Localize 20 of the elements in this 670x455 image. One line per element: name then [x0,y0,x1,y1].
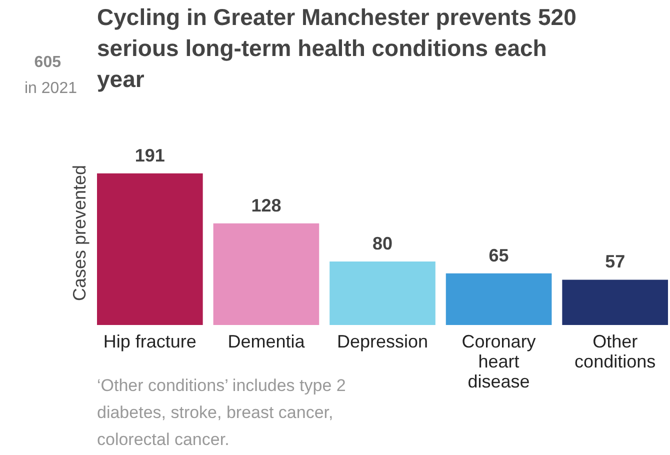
text: in 2021 [24,80,78,97]
data-label: 65 [488,245,509,266]
bar [562,280,668,325]
x-tick-label: Other conditions [574,332,656,372]
text: ‘Other conditions’ includes type 2 diabetes, stroke, breast cancer, colorectal cancer. [97,376,346,449]
bar [97,173,203,325]
data-label: 57 [605,252,626,272]
bar [446,273,552,325]
bar [213,223,320,325]
x-tick-label: Dementia [228,332,306,352]
bar [330,261,436,325]
x-tick-label: Depression [336,332,428,352]
chart-title: Cycling in Greater Manchester prevents 520 serious long-term health conditions each year [97,4,576,92]
text: 605 [34,54,62,71]
x-tick-label: Coronary heart disease [462,332,536,392]
data-label: 191 [134,145,165,166]
data-label: 80 [372,233,393,254]
y-axis-title: Cases prevented [70,164,90,302]
data-label: 128 [251,195,282,216]
x-tick-label: Hip fracture [103,332,196,352]
